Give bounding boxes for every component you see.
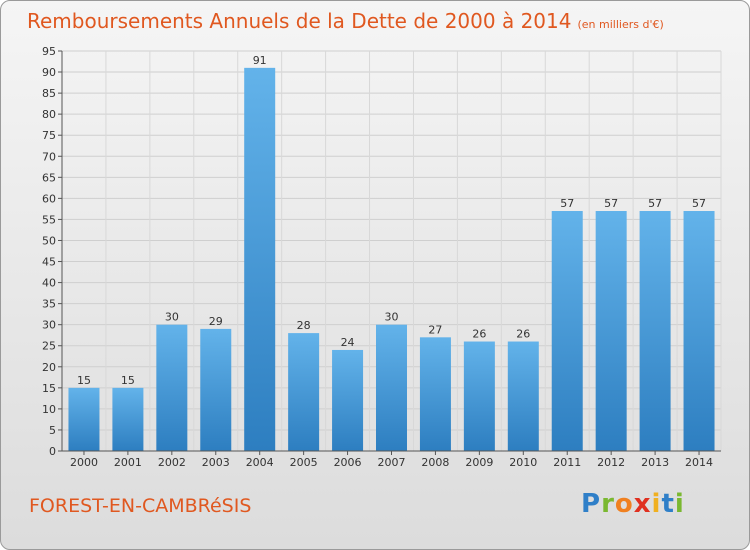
x-tick-label: 2011 [553, 456, 581, 469]
bar [419, 337, 451, 451]
x-tick-label: 2012 [597, 456, 625, 469]
commune-name: FOREST-EN-CAMBRéSIS [29, 495, 252, 517]
axes: 0 5 10 15 20 25 30 35 40 45 50 55 60 65 70 75 80 85 90 95 20… [42, 45, 721, 469]
bar-value-label: 29 [209, 315, 223, 328]
x-tick-label: 2005 [290, 456, 318, 469]
y-tick-label: 5 [49, 424, 56, 437]
y-tick-label: 10 [42, 403, 56, 416]
x-tick-label: 2002 [158, 456, 186, 469]
y-tick-label: 80 [42, 108, 56, 121]
logo-letter: r [601, 489, 615, 519]
chart-title: Remboursements Annuels de la Dette de 20… [27, 9, 664, 33]
bar [507, 341, 539, 451]
bar-value-label: 15 [77, 374, 91, 387]
bar-value-label: 57 [560, 197, 574, 210]
y-tick-label: 85 [42, 87, 56, 100]
y-tick-label: 95 [42, 45, 56, 58]
bar [332, 349, 364, 451]
x-tick-label: 2004 [246, 456, 274, 469]
y-tick-label: 70 [42, 150, 56, 163]
bar [376, 324, 407, 451]
x-tick-label: 2010 [509, 456, 537, 469]
x-tick-label: 2007 [378, 456, 406, 469]
y-tick-label: 20 [42, 361, 56, 374]
y-tick-label: 50 [42, 234, 56, 247]
y-tick-label: 45 [42, 256, 56, 269]
y-tick-label: 15 [42, 382, 56, 395]
bar-value-label: 28 [297, 319, 311, 332]
bar-value-label: 57 [604, 197, 618, 210]
x-tick-label: 2009 [465, 456, 493, 469]
bar-value-label: 26 [472, 328, 486, 341]
bar [244, 67, 276, 451]
y-tick-label: 90 [42, 66, 56, 79]
x-tick-label: 2013 [641, 456, 669, 469]
bars: 15 15 30 29 91 28 24 30 27 26 26 57 57 57 57 [68, 54, 715, 451]
x-tick-label: 2008 [421, 456, 449, 469]
bar [595, 211, 627, 451]
bar-value-label: 30 [165, 311, 179, 324]
x-tick-label: 2001 [114, 456, 142, 469]
logo-letter: i [651, 489, 662, 519]
bar-value-label: 24 [341, 336, 355, 349]
y-tick-label: 65 [42, 171, 56, 184]
bar-value-label: 27 [428, 323, 442, 336]
bar [551, 211, 583, 451]
logo-letter: o [614, 489, 634, 519]
bar [112, 387, 144, 451]
bar-value-label: 26 [516, 328, 530, 341]
logo-letter: i [674, 489, 685, 519]
y-tick-label: 55 [42, 213, 56, 226]
bar-value-label: 30 [385, 311, 399, 324]
y-tick-label: 75 [42, 129, 56, 142]
x-tick-label: 2003 [202, 456, 230, 469]
bar [200, 328, 232, 451]
y-tick-label: 0 [49, 445, 56, 458]
bar-value-label: 57 [648, 197, 662, 210]
logo-letter: x [633, 489, 652, 519]
bar [68, 387, 100, 451]
bar [156, 324, 188, 451]
bar-value-label: 15 [121, 374, 135, 387]
logo-letter: t [661, 489, 675, 519]
x-tick-label: 2006 [334, 456, 362, 469]
y-tick-label: 25 [42, 340, 56, 353]
bar [683, 211, 715, 451]
chart-unit: (en milliers d'€) [577, 18, 664, 31]
logo-letter: P [581, 489, 602, 519]
bar [463, 341, 495, 451]
proxiti-logo: Proxiti [581, 489, 685, 519]
y-tick-label: 30 [42, 319, 56, 332]
chart-title-text: Remboursements Annuels de la Dette de 20… [27, 9, 572, 33]
y-tick-label: 60 [42, 192, 56, 205]
y-tick-label: 35 [42, 298, 56, 311]
bar-value-label: 91 [253, 54, 267, 67]
y-tick-label: 40 [42, 277, 56, 290]
bar [639, 211, 671, 451]
x-tick-label: 2014 [685, 456, 713, 469]
bar [288, 333, 320, 451]
x-tick-label: 2000 [70, 456, 98, 469]
bar-value-label: 57 [692, 197, 706, 210]
